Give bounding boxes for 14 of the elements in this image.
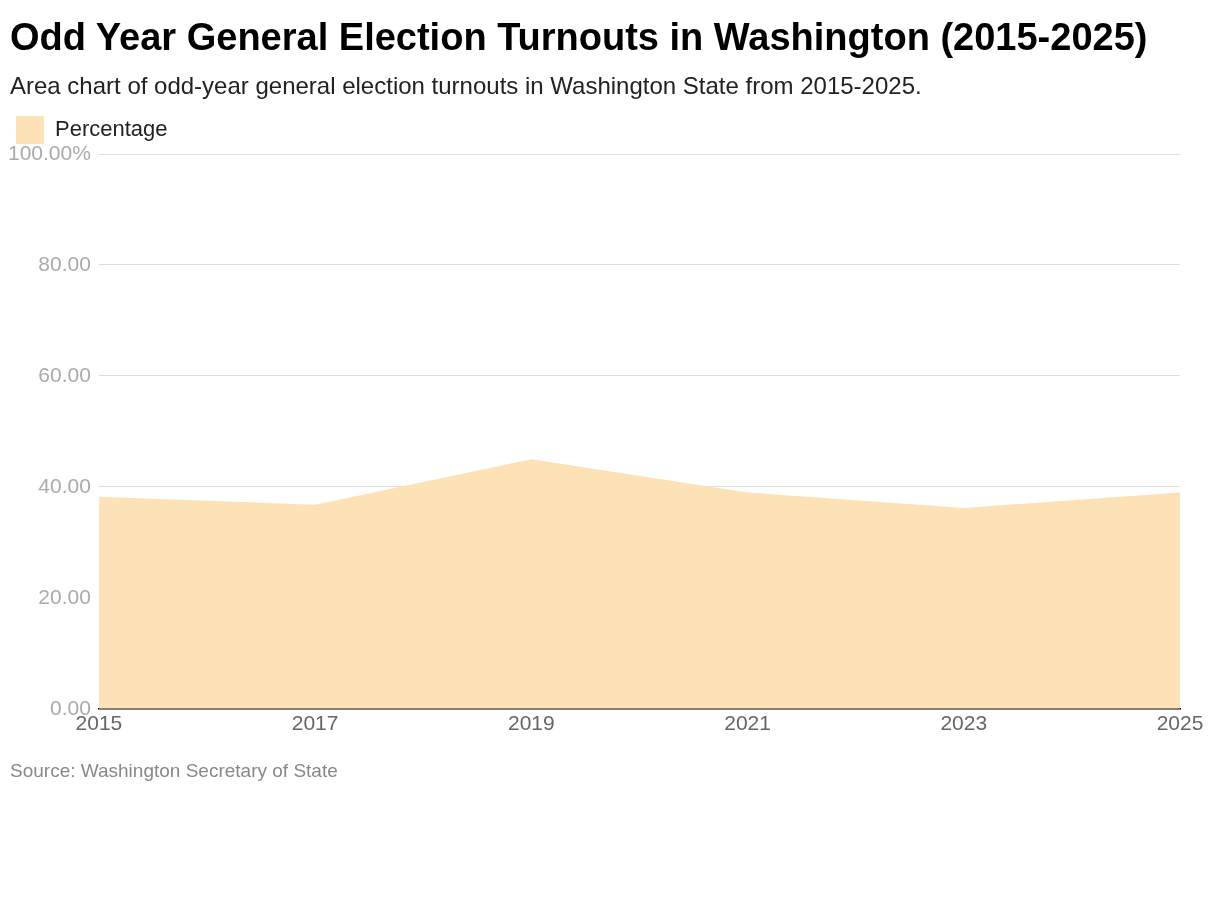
- y-tick-label: 40.00: [38, 473, 91, 497]
- chart-title: Odd Year General Election Turnouts in Washington (2015-2025): [10, 15, 1149, 60]
- y-tick-label: 80.00: [38, 251, 91, 275]
- x-tick-label: 2023: [940, 711, 988, 735]
- x-tick-label: 2021: [724, 711, 771, 735]
- legend-label: Percentage: [55, 116, 168, 142]
- chart-subtitle: Area chart of odd-year general election turnouts in Washington State from 2015-2025.: [10, 72, 923, 100]
- source-note: Source: Washington Secretary of State: [10, 760, 339, 782]
- y-tick-label: 100.00%: [8, 140, 91, 164]
- x-tick-label: 2019: [507, 711, 555, 735]
- y-tick-label: 60.00: [38, 362, 91, 386]
- x-tick-label: 2025: [1156, 711, 1204, 735]
- y-tick-label: 20.00: [38, 584, 91, 608]
- x-tick-label: 2017: [291, 711, 339, 735]
